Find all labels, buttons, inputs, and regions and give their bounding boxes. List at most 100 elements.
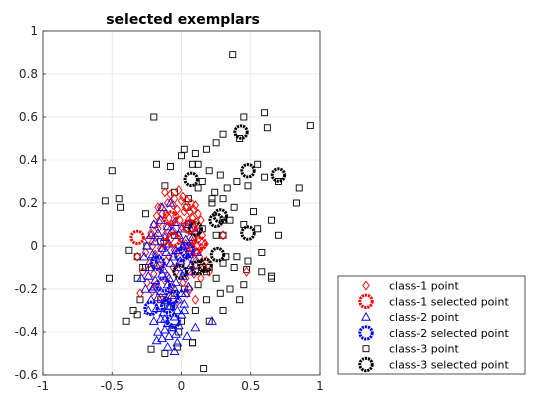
class-3-point-marker (194, 184, 202, 192)
class-2-point-marker (152, 326, 163, 336)
class-3-point-marker (222, 253, 230, 261)
class-3-point-marker (198, 178, 206, 185)
class-3-selected-point-ring (197, 257, 213, 274)
class-2-point-marker (206, 316, 217, 325)
legend-label: class-3 point (389, 343, 460, 356)
class-2-point-marker (147, 283, 158, 293)
class-2-point-marker (158, 307, 169, 317)
y-tick-label: 0.2 (19, 196, 38, 210)
class-2-point-marker (148, 219, 159, 229)
class-2-point-marker (148, 316, 159, 325)
class-3-point-marker (108, 167, 116, 175)
y-tick-label: 0.8 (19, 67, 38, 81)
class-1-point-marker (242, 266, 251, 277)
class-2-point-marker (159, 324, 170, 334)
y-tick-label: -0.4 (15, 325, 38, 339)
class-3-point-marker (133, 311, 141, 319)
class-3-point-marker (142, 210, 149, 218)
class-1-point-marker (197, 215, 205, 226)
x-tick-labels: -1 -0.5 0 0.5 1 (37, 379, 324, 393)
class-3-point-marker (236, 296, 244, 304)
class-3-point-marker (212, 274, 220, 282)
class-2-point-marker (162, 341, 173, 351)
class-3-point-marker (243, 266, 251, 274)
class-3-point-marker (268, 216, 275, 224)
class-2-point-marker (139, 251, 150, 261)
class-2-point-marker (150, 275, 161, 284)
class-2-point-marker (164, 331, 175, 340)
class-1-point-marker (183, 288, 191, 299)
class-2-point-marker (151, 335, 162, 345)
class-2-point-marker (161, 247, 172, 257)
class-1-point-marker (141, 247, 150, 258)
x-tick-label: -1 (37, 379, 49, 393)
class-1-point-marker (161, 187, 169, 198)
class-3-selected-point-ring (172, 264, 188, 280)
class-1-point-marker (179, 277, 187, 288)
class-3-point-marker (101, 197, 109, 205)
legend-label: class-2 point (389, 311, 460, 324)
class-3-point-marker (216, 171, 224, 179)
class-3-point-marker (219, 195, 227, 203)
class-3-selected-point-ring (240, 225, 256, 241)
class-1-point-marker (197, 273, 205, 284)
class-3-point-marker (240, 221, 248, 228)
class-3-point-marker (233, 178, 241, 185)
class-3-point-marker (212, 231, 220, 239)
class-3-point-marker (230, 203, 238, 211)
class-3-point-marker (244, 182, 252, 190)
class-2-point-marker (150, 236, 161, 246)
class-2-point-marker (159, 232, 170, 242)
class-2-point-marker (159, 313, 170, 323)
class-3-point-marker (219, 259, 227, 267)
y-tick-label: 0.4 (19, 153, 38, 167)
class-3-point-marker (115, 195, 123, 203)
class-1-point-marker (191, 200, 200, 211)
class-3-point-marker (150, 113, 158, 121)
class-2-point-marker (141, 240, 152, 250)
legend-label: class-2 selected point (389, 327, 509, 340)
class-2-point-marker (157, 202, 168, 211)
class-2-point-marker (176, 288, 187, 297)
class-2-point-marker (170, 329, 181, 338)
class-3-point-marker (153, 160, 161, 168)
class-1-point-marker (163, 198, 172, 208)
class-1-point-marker (191, 294, 200, 305)
class-3-point-marker (122, 317, 130, 325)
class-3-point-marker (263, 124, 271, 132)
class-2-point-marker (182, 331, 193, 340)
class-2-selected-point-ring (150, 255, 166, 271)
class-3-point-marker (258, 268, 266, 276)
class-2-point-marker (179, 305, 190, 315)
class-3-point-marker (191, 307, 199, 314)
class-3-point-marker (136, 296, 144, 304)
x-tick-label: -0.5 (101, 379, 124, 393)
class-2-point-marker (150, 251, 161, 261)
class-3-point-marker (219, 130, 227, 138)
x-tick-label: 0 (178, 379, 186, 393)
class-2-point-marker (165, 197, 176, 207)
class-2-point-marker (188, 253, 199, 263)
class-2-point-marker (172, 337, 183, 347)
class-3-point-marker (194, 281, 202, 289)
class-3-point-marker (229, 51, 237, 59)
legend-swatch (362, 280, 370, 291)
class-3-point-marker (125, 246, 133, 254)
class-1-selected-point-ring (162, 210, 179, 226)
class-3-point-marker (219, 307, 227, 314)
class-3-selected-point-ring (240, 163, 256, 179)
class-3-point-marker (106, 274, 113, 282)
class-3-point-marker (295, 184, 303, 192)
class-3-point-marker (250, 208, 257, 216)
class-1-point-marker (152, 210, 161, 221)
class-1-selected-point-ring (191, 236, 208, 252)
class-1-point-marker (133, 251, 141, 262)
class-2-point-marker (180, 234, 191, 244)
class-2-point-marker (162, 221, 173, 231)
x-tick-label: 1 (316, 379, 324, 393)
legend-swatch (362, 345, 370, 353)
class-2-point-marker (166, 290, 177, 300)
class-3-point-marker (129, 307, 137, 314)
class-1-point-marker (187, 198, 195, 208)
class-2-selected-point-ring (143, 300, 159, 317)
